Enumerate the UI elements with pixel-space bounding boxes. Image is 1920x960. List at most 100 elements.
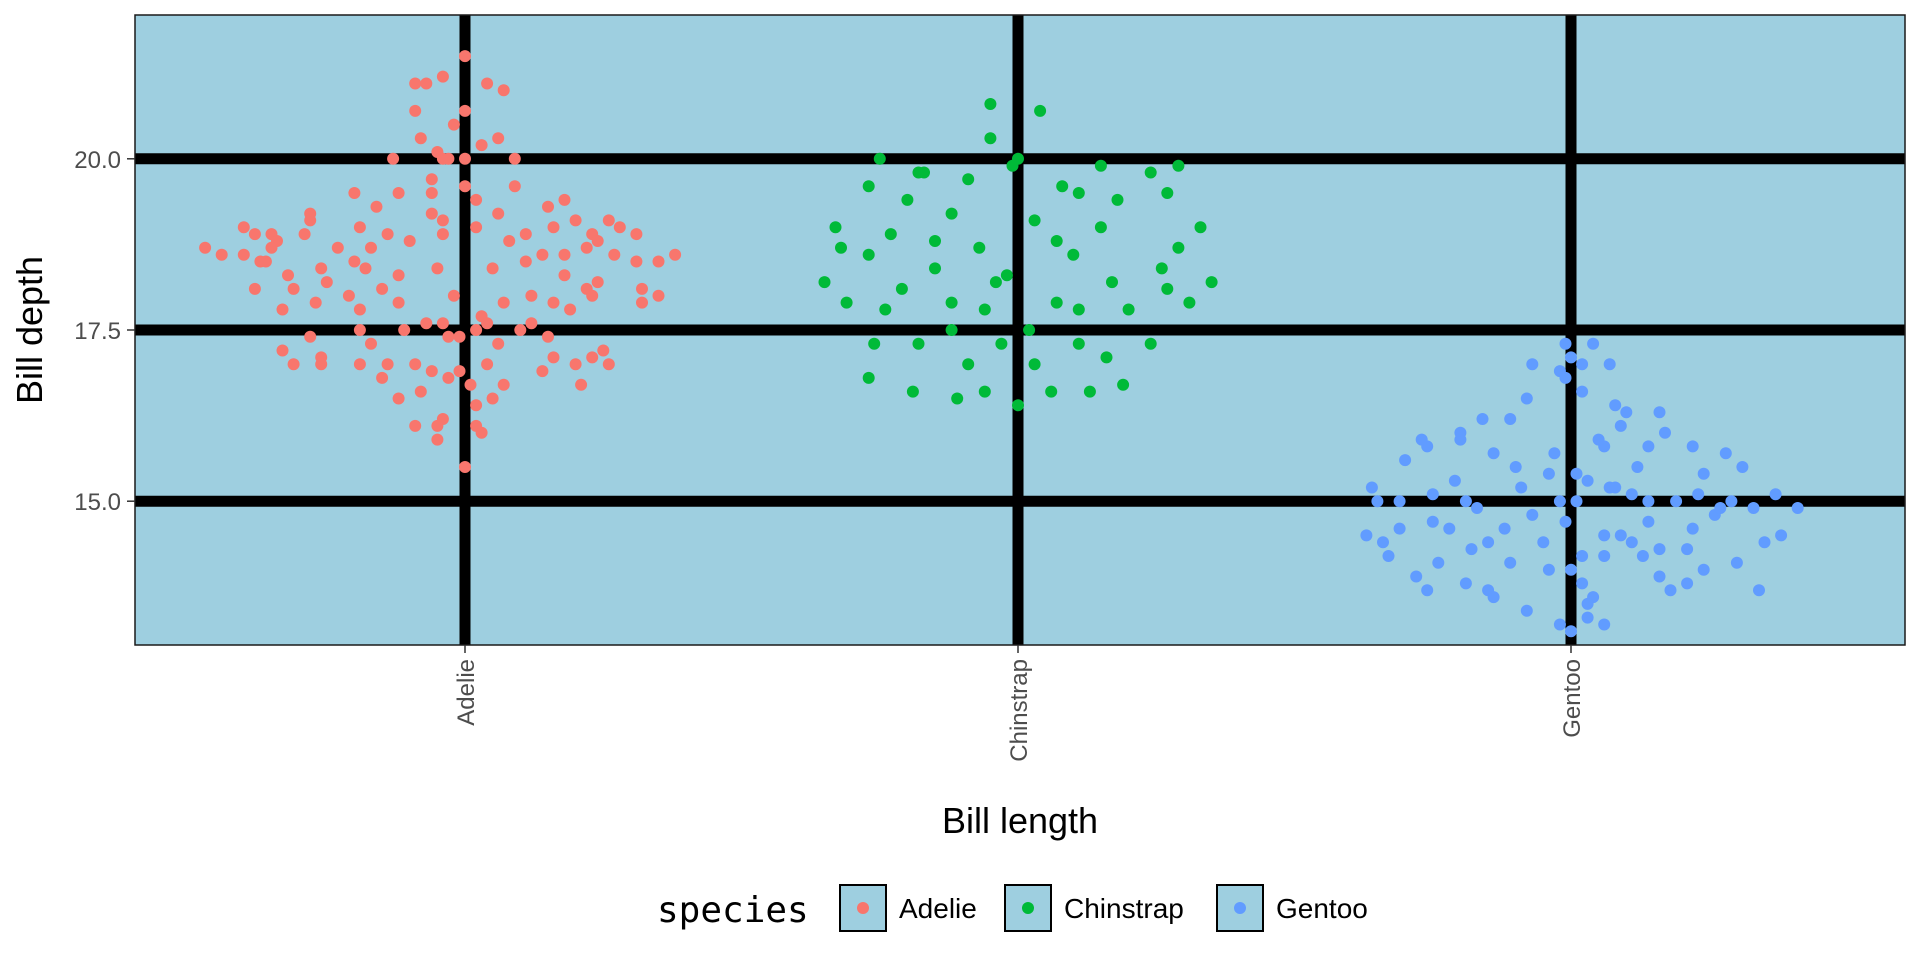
- point-adelie-86: [276, 303, 289, 316]
- point-adelie-111: [602, 358, 615, 371]
- point-chinstrap-36: [1106, 276, 1118, 289]
- point-adelie-61: [519, 255, 532, 268]
- point-adelie-43: [237, 221, 250, 234]
- point-chinstrap-48: [1023, 324, 1036, 336]
- point-gentoo-1: [1587, 337, 1600, 350]
- point-gentoo-9: [1609, 399, 1622, 412]
- point-adelie-130: [409, 419, 422, 432]
- point-adelie-65: [431, 262, 444, 275]
- point-gentoo-26: [1686, 440, 1699, 453]
- point-adelie-109: [409, 358, 422, 371]
- point-adelie-70: [591, 276, 604, 289]
- point-chinstrap-16: [901, 193, 914, 206]
- point-adelie-52: [365, 241, 377, 254]
- point-gentoo-74: [1504, 556, 1517, 569]
- point-chinstrap-57: [1028, 358, 1041, 371]
- point-gentoo-17: [1659, 426, 1671, 439]
- point-adelie-3: [409, 77, 422, 90]
- point-adelie-103: [492, 337, 505, 350]
- point-adelie-26: [542, 200, 554, 213]
- point-adelie-71: [376, 282, 389, 295]
- point-gentoo-93: [1553, 618, 1566, 631]
- point-gentoo-98: [1498, 522, 1511, 535]
- point-gentoo-55: [1360, 529, 1373, 542]
- point-chinstrap-2: [984, 132, 997, 145]
- point-adelie-13: [387, 152, 400, 165]
- point-adelie-48: [503, 235, 516, 247]
- point-gentoo-47: [1725, 495, 1738, 508]
- point-gentoo-22: [1454, 433, 1467, 446]
- point-chinstrap-29: [862, 248, 875, 261]
- point-gentoo-19: [1487, 447, 1500, 460]
- point-gentoo-2: [1565, 351, 1577, 364]
- point-gentoo-78: [1730, 556, 1743, 569]
- point-adelie-135: [265, 241, 278, 254]
- point-gentoo-10: [1520, 392, 1533, 405]
- point-chinstrap-40: [840, 296, 853, 309]
- point-gentoo-40: [1393, 495, 1406, 508]
- point-chinstrap-14: [1161, 187, 1174, 199]
- point-gentoo-25: [1642, 440, 1655, 453]
- point-gentoo-15: [1614, 419, 1627, 432]
- point-adelie-79: [525, 289, 538, 302]
- point-adelie-85: [353, 303, 366, 316]
- point-gentoo-84: [1421, 584, 1434, 597]
- point-gentoo-86: [1681, 577, 1694, 590]
- point-gentoo-88: [1520, 604, 1533, 617]
- point-gentoo-73: [1432, 556, 1445, 569]
- point-chinstrap-28: [1067, 248, 1080, 261]
- point-adelie-112: [569, 358, 582, 371]
- point-chinstrap-4: [873, 152, 886, 165]
- point-gentoo-82: [1459, 577, 1472, 590]
- point-chinstrap-15: [962, 173, 975, 186]
- point-chinstrap-9: [1144, 166, 1157, 179]
- legend-item-adelie: Adelie: [839, 884, 977, 932]
- point-adelie-54: [331, 241, 344, 254]
- point-adelie-142: [575, 378, 588, 391]
- point-adelie-123: [414, 385, 427, 398]
- point-adelie-81: [309, 296, 322, 309]
- point-chinstrap-0: [984, 98, 997, 110]
- point-gentoo-31: [1542, 467, 1555, 480]
- point-adelie-11: [475, 139, 488, 152]
- point-adelie-87: [636, 296, 648, 309]
- point-adelie-42: [248, 228, 261, 241]
- point-gentoo-52: [1642, 515, 1655, 528]
- point-gentoo-5: [1603, 358, 1616, 371]
- point-adelie-75: [342, 289, 355, 302]
- point-adelie-110: [547, 351, 560, 364]
- point-gentoo-101: [1365, 481, 1378, 494]
- point-chinstrap-27: [973, 241, 986, 254]
- y-tick-label-20.0: 20.0: [74, 147, 121, 174]
- axes: 15.0 17.5 20.0 Adelie Chinstrap Gentoo: [74, 147, 1586, 762]
- point-adelie-137: [630, 255, 643, 268]
- point-adelie-96: [470, 324, 483, 336]
- point-adelie-69: [320, 276, 333, 289]
- point-chinstrap-37: [818, 276, 831, 289]
- point-adelie-10: [414, 132, 427, 145]
- point-gentoo-87: [1487, 591, 1500, 604]
- point-gentoo-64: [1758, 536, 1771, 549]
- point-gentoo-30: [1509, 461, 1522, 473]
- point-adelie-40: [298, 228, 311, 241]
- point-gentoo-42: [1570, 495, 1583, 508]
- point-gentoo-44: [1642, 495, 1655, 508]
- legend-item-gentoo: Gentoo: [1216, 884, 1368, 932]
- point-adelie-91: [420, 317, 433, 330]
- point-chinstrap-5: [1006, 159, 1019, 172]
- point-adelie-80: [652, 289, 665, 302]
- x-tick-label-chinstrap: Chinstrap: [1006, 659, 1033, 762]
- point-gentoo-33: [1631, 461, 1644, 473]
- point-adelie-117: [536, 365, 549, 378]
- point-adelie-129: [431, 419, 444, 432]
- point-adelie-73: [287, 282, 300, 295]
- legend-title: species: [657, 890, 809, 931]
- point-adelie-140: [669, 248, 682, 261]
- point-chinstrap-33: [1000, 269, 1013, 282]
- point-chinstrap-44: [1072, 303, 1085, 316]
- x-tick-label-gentoo: Gentoo: [1559, 659, 1586, 738]
- point-adelie-106: [586, 351, 599, 364]
- point-adelie-77: [636, 282, 648, 295]
- point-gentoo-39: [1426, 488, 1439, 501]
- point-gentoo-48: [1747, 502, 1760, 514]
